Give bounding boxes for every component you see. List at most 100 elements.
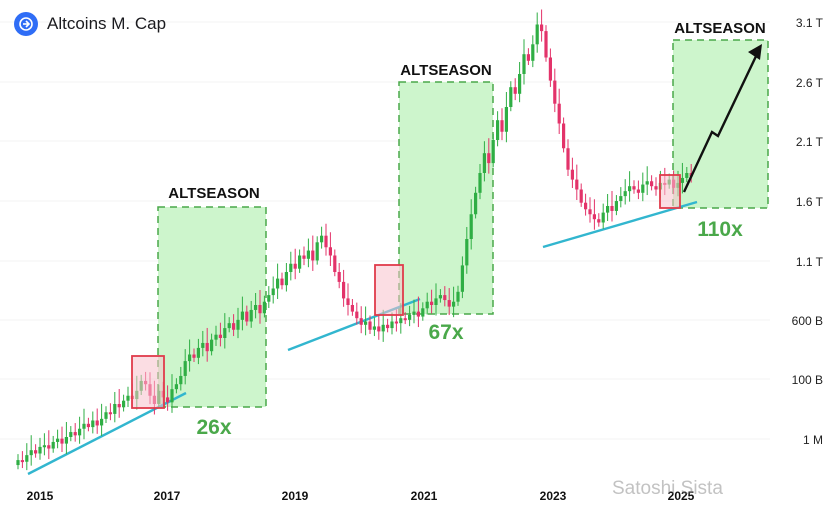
x-tick-label: 2025 [667,489,695,503]
candle-body [51,441,55,449]
candle-body [174,384,178,390]
y-tick-label: 100 B [791,373,823,387]
candle-body [245,311,249,322]
candle-body [324,235,328,248]
x-tick-label: 2023 [539,489,567,503]
candle-body [276,278,280,289]
candle-body [416,311,420,317]
candle-body [240,311,244,320]
candle-body [34,450,38,454]
candle-body [258,305,262,314]
candle-body [364,321,368,325]
multiplier-label: 67x [428,321,463,344]
y-tick-label: 1 M [802,433,823,447]
candle-body [381,324,385,332]
candle-body [267,295,271,302]
candle-body [166,397,170,403]
candle-body [78,428,82,436]
candle-body [117,404,121,408]
candle-body [56,438,60,442]
candle-body [645,181,649,185]
candle-body [113,404,117,414]
candle-body [544,31,548,58]
candle-body [403,318,407,321]
candle-body [394,321,398,324]
candle-body [346,298,350,305]
candle-body [91,420,95,428]
candle-body [86,423,90,428]
candle-body [47,445,51,449]
candle-body [16,460,20,466]
candle-body [496,120,500,140]
candle-body [614,201,618,211]
candle-body [100,418,104,426]
chart-header: Altcoins M. Cap [14,12,166,36]
candle-body [623,191,627,197]
accumulation-box [374,264,404,316]
candle-body [302,255,306,259]
candle-body [641,184,645,193]
candle-body [632,186,636,190]
candle-body [531,44,535,61]
candle-body [579,189,583,203]
candle-body [38,446,42,454]
candle-body [254,305,258,310]
candle-body [262,301,266,314]
candle-body [29,450,33,456]
y-tick-label: 2.1 T [795,135,823,149]
candle-body [218,334,222,338]
candle-body [306,250,310,259]
y-tick-label: 1.1 T [795,255,823,269]
candle-body [535,24,539,45]
candle-body [425,301,429,309]
candle-body [122,400,126,408]
chart-title: Altcoins M. Cap [47,14,167,33]
x-tick-label: 2017 [153,489,181,503]
altseason-label: ALTSEASON [400,62,491,79]
candle-body [328,247,332,256]
altseason-zone [398,81,494,315]
candle-body [73,432,77,436]
candle-body [465,239,469,266]
candle-body [337,272,341,282]
candle-body [183,361,187,376]
candle-body [447,300,451,307]
candle-body [359,318,363,325]
y-tick-label: 600 B [791,314,823,328]
candle-body [311,250,315,261]
candle-body [487,153,491,164]
candle-body [386,324,390,329]
candle-body [597,219,601,223]
candle-body [680,177,684,183]
candle-body [284,272,288,286]
candle-body [108,412,112,415]
candle-body [342,281,346,299]
candle-body [619,196,623,202]
candle-body [188,354,192,362]
candle-body [628,186,632,192]
y-tick-label: 1.6 T [795,195,823,209]
candle-body [126,395,130,401]
candle-body [438,295,442,299]
candle-body [210,339,214,352]
candle-body [460,265,464,292]
candle-body [601,212,605,223]
candle-body [685,173,689,178]
projection-arrow-line [682,51,760,193]
candle-body [293,263,297,269]
candle-body [575,179,579,190]
candle-body [289,263,293,272]
candle-body [179,375,183,385]
candle-body [214,334,218,340]
altseason-zone [157,206,267,408]
candle-body [606,206,610,213]
watermark-text: Satoshi Sista [612,478,723,499]
candle-body [588,209,592,215]
altseason-label: ALTSEASON [168,185,259,202]
x-tick-label: 2015 [26,489,54,503]
candle-body [69,432,73,437]
candle-body [469,214,473,239]
candle-body [562,123,566,149]
candle-body [548,57,552,81]
candle-body [592,214,596,220]
